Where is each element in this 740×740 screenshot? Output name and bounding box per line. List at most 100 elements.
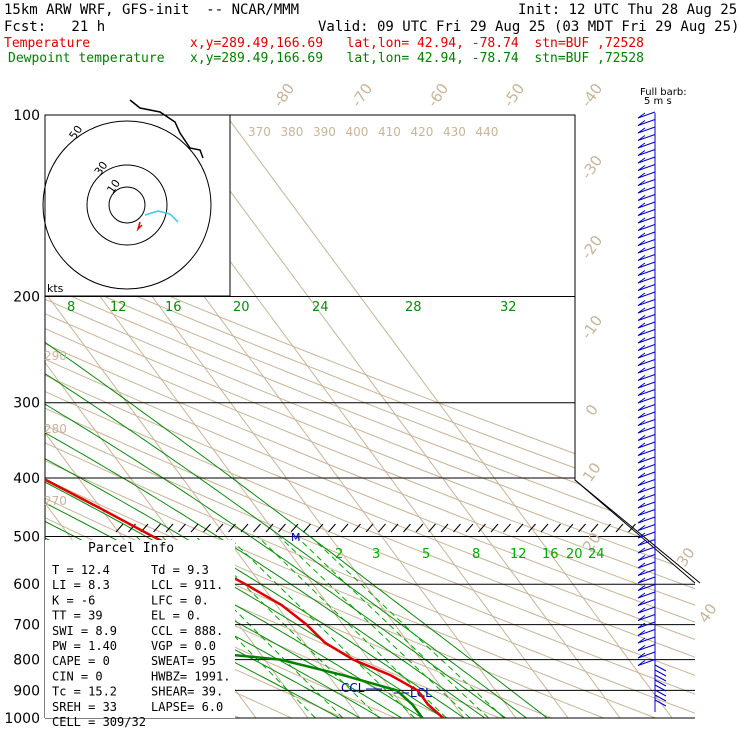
thetae-label: 28 — [405, 300, 422, 315]
theta-label: 290 — [44, 349, 67, 363]
wind-barb — [637, 284, 656, 291]
isotherm — [225, 115, 673, 718]
wind-barb — [637, 374, 656, 381]
wind-barb — [637, 209, 656, 216]
wind-barb — [637, 134, 656, 141]
parcel-value: HWBZ= 1991. — [151, 669, 230, 683]
wind-barb — [637, 561, 656, 569]
freezing-hatch — [190, 523, 199, 533]
parcel-value: SWEAT= 95 — [151, 654, 216, 668]
pressure-label: 700 — [13, 618, 40, 634]
wind-barb — [637, 381, 656, 389]
wind-barb — [637, 321, 656, 329]
init-time: Init: 12 UTC Thu 28 Aug 25 — [518, 2, 738, 18]
parcel-value: LCL = 911. — [151, 578, 223, 592]
parcel-value: PW = 1.40 — [52, 639, 117, 653]
dry-adiabat — [45, 115, 695, 718]
freezing-hatch — [290, 523, 299, 533]
wind-barb — [637, 141, 656, 149]
hodograph-low — [136, 221, 143, 232]
melting-marker: M — [291, 531, 301, 544]
thetae-label: 20 — [233, 300, 250, 315]
mixing-ratio-line — [136, 536, 316, 718]
wind-barb — [637, 554, 656, 561]
freezing-hatch — [215, 523, 224, 533]
hodograph-ring — [42, 120, 212, 290]
wind-barb — [637, 149, 656, 156]
freezing-hatch — [628, 523, 636, 533]
freezing-hatch — [228, 523, 236, 533]
pressure-label: 400 — [13, 471, 40, 487]
theta-label: 420 — [411, 125, 434, 139]
wind-barb — [637, 404, 656, 411]
theta-label: 280 — [44, 422, 67, 436]
wind-barb — [637, 501, 656, 509]
diagram-frame — [45, 114, 696, 584]
parcel-value: SWI = 8.9 — [52, 624, 117, 638]
pressure-label: 200 — [13, 290, 40, 306]
dry-adiabat — [45, 115, 695, 718]
wind-barb — [637, 269, 656, 276]
theta-label: 380 — [281, 125, 304, 139]
freezing-hatch — [553, 523, 561, 533]
dry-adiabat — [45, 115, 695, 718]
wind-barb — [637, 366, 656, 374]
isotherm-label: -50 — [500, 80, 529, 110]
wind-barb — [637, 434, 656, 441]
freezing-hatch — [490, 523, 499, 533]
dewpoint-legend: Dewpoint temperature — [8, 51, 165, 66]
wind-barb — [637, 336, 656, 344]
freezing-hatch — [515, 523, 524, 533]
pressure-label: 500 — [13, 529, 40, 545]
wind-barb — [654, 664, 667, 672]
parcel-value: CCL = 888. — [151, 624, 223, 638]
theta-label: 270 — [44, 494, 67, 508]
wind-barb — [637, 411, 656, 419]
wind-barb — [637, 111, 656, 119]
freezing-hatch — [440, 523, 449, 533]
wind-barb — [637, 651, 656, 659]
dry-adiabat — [45, 115, 695, 718]
mixing-ratio-label: 24 — [588, 547, 605, 562]
wind-barb — [654, 684, 667, 692]
wind-barb — [637, 576, 656, 584]
theta-label: 440 — [476, 125, 499, 139]
isotherm-label: -60 — [424, 80, 453, 110]
pressure-label: 1000 — [4, 711, 40, 727]
freezing-hatch — [503, 523, 511, 533]
theta-label: 390 — [313, 125, 336, 139]
theta-label: 430 — [443, 125, 466, 139]
wind-barb — [654, 679, 667, 687]
wind-barb — [637, 539, 656, 546]
wind-barb — [637, 449, 656, 456]
wind-barb — [637, 164, 656, 171]
hodograph-ring — [86, 164, 168, 246]
wind-barb — [637, 426, 656, 434]
parcel-value: LI = 8.3 — [52, 578, 110, 592]
wind-barb — [637, 254, 656, 261]
mixing-ratio-label: 12 — [510, 547, 527, 562]
wind-barb — [637, 486, 656, 494]
isotherm-label: -10 — [578, 312, 607, 342]
temperature-location: x,y=289.49,166.69 lat,lon= 42.94, -78.74… — [190, 36, 644, 51]
freezing-hatch — [378, 523, 386, 533]
moist-adiabat — [45, 282, 465, 718]
wind-barb — [637, 479, 656, 486]
freezing-hatch — [390, 523, 399, 533]
wind-barb — [637, 471, 656, 479]
wind-barb — [637, 546, 656, 554]
parcel-value: CIN = 0 — [52, 669, 103, 683]
wind-barb — [637, 516, 656, 524]
hodograph-storm — [144, 210, 179, 223]
isotherm-label: 10 — [579, 459, 605, 485]
wind-barb — [637, 239, 656, 246]
freezing-hatch — [353, 523, 361, 533]
dry-adiabat — [45, 115, 374, 718]
parcel-value: EL = 0. — [151, 609, 202, 623]
wind-barb — [637, 171, 656, 179]
wind-barb — [654, 694, 667, 702]
wind-barb — [637, 179, 656, 186]
mixing-ratio-line — [195, 536, 380, 718]
freezing-hatch — [465, 523, 474, 533]
wind-barb — [654, 674, 667, 682]
